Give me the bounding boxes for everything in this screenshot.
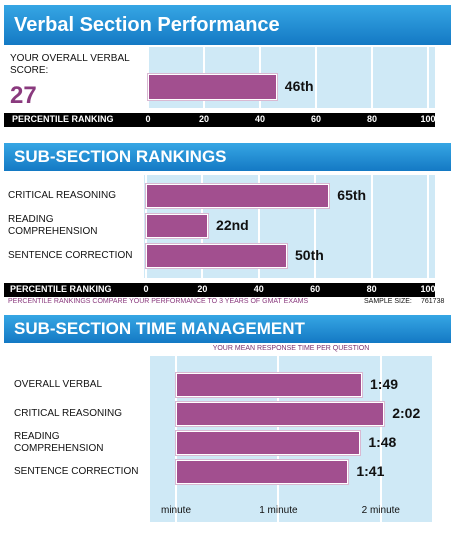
axis-row	[4, 113, 435, 127]
grid-line	[427, 47, 429, 108]
x-tick-label: 40	[254, 114, 265, 124]
section-header: SUB-SECTION RANKINGS	[4, 143, 451, 171]
x-tick-label: 0	[143, 284, 149, 294]
value-label: 1:48	[368, 434, 397, 450]
note: PERCENTILE RANKINGS COMPARE YOUR PERFORM…	[8, 298, 309, 305]
grid-line	[315, 47, 317, 108]
x-tick-label: 20	[197, 284, 208, 294]
axis-label: PERCENTILE RANKING	[10, 284, 112, 294]
category-label: READING COMPREHENSION	[8, 214, 98, 237]
value-label: 65th	[337, 187, 367, 203]
x-tick-label: 1 minute	[259, 505, 298, 516]
x-tick-label: 80	[366, 114, 377, 124]
category-label: CRITICAL REASONING	[8, 190, 116, 201]
x-tick-label: 100	[420, 284, 436, 294]
grid-line	[370, 175, 373, 278]
bar	[176, 402, 385, 426]
section-header: SUB-SECTION TIME MANAGEMENT	[4, 315, 451, 343]
x-tick-label: 100	[420, 114, 436, 124]
score-label: YOUR OVERALL VERBAL SCORE:	[10, 53, 130, 76]
axis-label: PERCENTILE RANKING	[12, 114, 114, 124]
score: 27	[10, 82, 37, 109]
bar	[176, 431, 361, 455]
value-label: 1:41	[356, 463, 385, 479]
sample-size: 761738	[421, 298, 445, 305]
x-tick-label: 60	[310, 284, 321, 294]
value-label: 22nd	[216, 217, 249, 233]
grid-line	[371, 47, 373, 108]
bar	[146, 184, 330, 208]
category-label: READING COMPREHENSION	[14, 431, 104, 454]
value-label: 50th	[295, 247, 324, 263]
category-label: SENTENCE CORRECTION	[8, 250, 133, 261]
category-label: CRITICAL REASONING	[14, 408, 122, 419]
bar	[176, 460, 349, 484]
grid-line	[379, 356, 382, 522]
value-label: 1:49	[370, 376, 399, 392]
x-tick-label: 60	[310, 114, 321, 124]
grid-line	[257, 175, 260, 278]
category-label: SENTENCE CORRECTION	[14, 466, 139, 477]
x-tick-label: 0	[145, 114, 151, 124]
x-tick-label: 80	[366, 284, 377, 294]
bar	[176, 373, 363, 397]
x-tick-label: minute	[160, 505, 191, 516]
bar	[146, 244, 287, 268]
bar	[148, 74, 277, 100]
value-label: 46th	[284, 78, 314, 94]
grid-line	[314, 175, 317, 278]
subtitle: YOUR MEAN RESPONSE TIME PER QUESTION	[212, 345, 370, 352]
grid-line	[427, 175, 429, 278]
x-tick-label: 20	[198, 114, 209, 124]
x-tick-label: 40	[253, 284, 264, 294]
sample-size-label: SAMPLE SIZE:	[364, 298, 412, 305]
value-label: 2:02	[392, 405, 421, 421]
bar	[146, 214, 209, 238]
section-header: Verbal Section Performance	[4, 5, 451, 45]
category-label: OVERALL VERBAL	[14, 379, 103, 390]
axis-row	[4, 283, 435, 297]
x-tick-label: 2 minute	[361, 505, 400, 516]
